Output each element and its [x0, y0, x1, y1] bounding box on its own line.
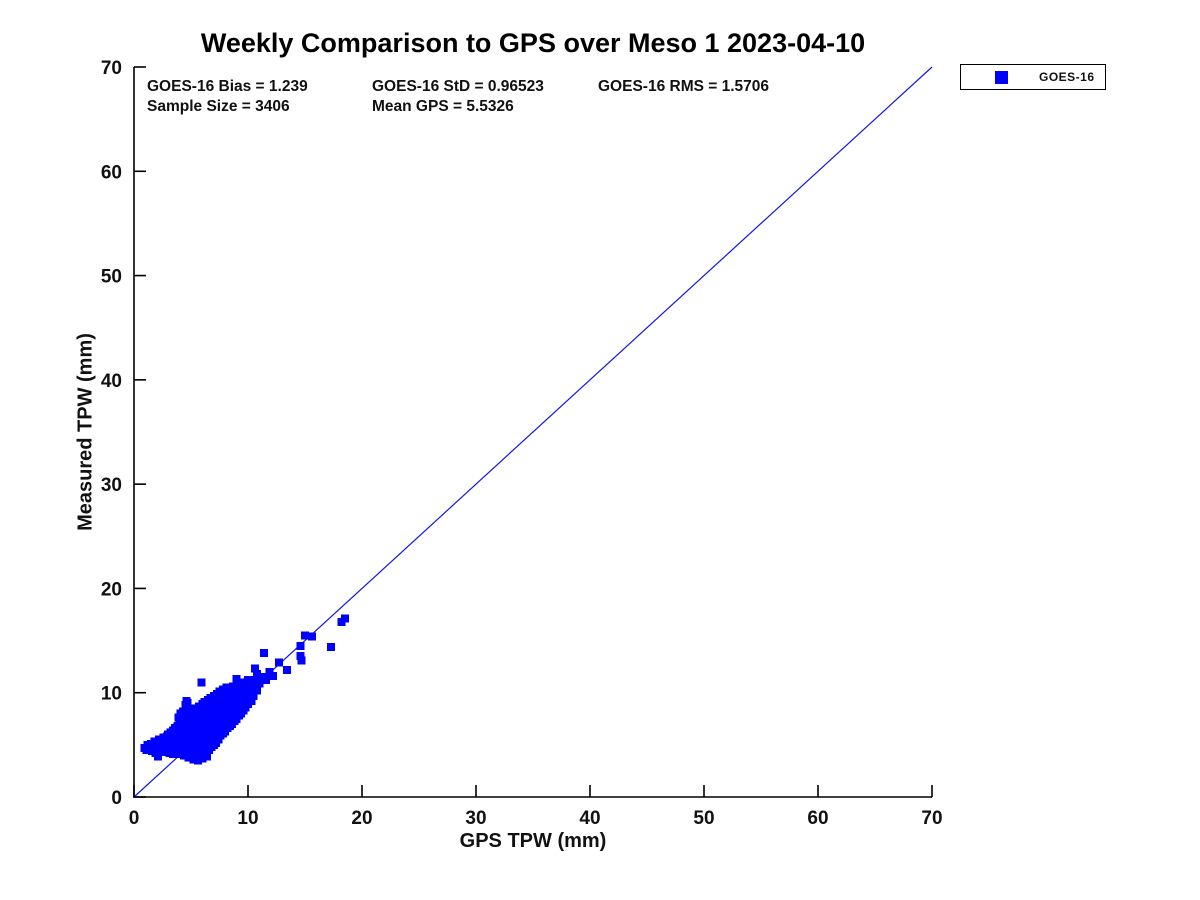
scatter-point [282, 665, 291, 674]
scatter-point [184, 704, 193, 713]
stat-std: GOES-16 StD = 0.96523 [372, 78, 544, 95]
chart-title: Weekly Comparison to GPS over Meso 1 202… [200, 28, 866, 58]
stat-sample-size: Sample Size = 3406 [147, 98, 290, 115]
scatter-point [198, 754, 207, 763]
x-tick-label: 30 [465, 808, 486, 829]
scatter-point [183, 699, 192, 708]
x-tick-label: 60 [807, 808, 828, 829]
scatter-point [296, 652, 305, 661]
scatter-points [140, 614, 349, 765]
x-tick-label: 70 [921, 808, 942, 829]
scatter-point [189, 755, 198, 764]
scatter-point [193, 756, 202, 765]
y-tick-label: 0 [111, 788, 122, 809]
scatter-point [274, 658, 283, 667]
x-axis-label: GPS TPW (mm) [459, 830, 607, 852]
scatter-point [203, 752, 211, 761]
scatter-point [250, 664, 259, 673]
stat-rms: GOES-16 RMS = 1.5706 [598, 78, 770, 95]
x-tick-label: 40 [579, 808, 600, 829]
scatter-point [153, 752, 162, 761]
scatter-point [265, 667, 274, 676]
y-tick-label: 50 [101, 267, 122, 288]
scatter-point [253, 669, 262, 678]
scatter-point [307, 632, 316, 641]
y-tick-label: 60 [101, 162, 122, 183]
y-tick-label: 30 [101, 475, 122, 496]
scatter-point [269, 672, 278, 680]
legend-label: GOES-16 [1039, 70, 1095, 84]
stat-mean-gps: Mean GPS = 5.5326 [372, 98, 514, 115]
scatter-point [247, 682, 256, 691]
y-tick-label: 70 [101, 58, 122, 79]
scatter-point [197, 678, 206, 687]
scatter-point [155, 735, 164, 744]
x-tick-label: 20 [351, 808, 372, 829]
scatter-point [327, 642, 336, 651]
y-tick-label: 40 [101, 371, 122, 392]
scatter-point [301, 631, 309, 640]
scatter-point [340, 614, 349, 623]
scatter-point [247, 697, 256, 706]
scatter-point [255, 679, 264, 688]
legend: GOES-16 [960, 64, 1106, 90]
scatter-point [249, 691, 258, 700]
y-axis-label: Measured TPW (mm) [74, 333, 97, 531]
scatter-point [174, 713, 183, 722]
x-tick-label: 50 [693, 808, 714, 829]
stat-bias: GOES-16 Bias = 1.239 [147, 78, 308, 95]
scatter-point [260, 649, 268, 658]
scatter-point [184, 753, 193, 762]
legend-square-marker-icon [995, 70, 1008, 84]
scatter-point [297, 656, 306, 665]
scatter-point [296, 641, 305, 650]
scatter-point [222, 683, 231, 692]
y-tick-label: 10 [101, 684, 122, 705]
scatter-point [232, 675, 241, 684]
scatter-point [253, 686, 262, 695]
x-tick-label: 0 [129, 808, 140, 829]
scatter-point [257, 673, 266, 682]
x-tick-label: 10 [237, 808, 258, 829]
scatter-point [262, 676, 271, 685]
scatter-point [214, 735, 223, 744]
y-tick-label: 20 [101, 579, 122, 600]
